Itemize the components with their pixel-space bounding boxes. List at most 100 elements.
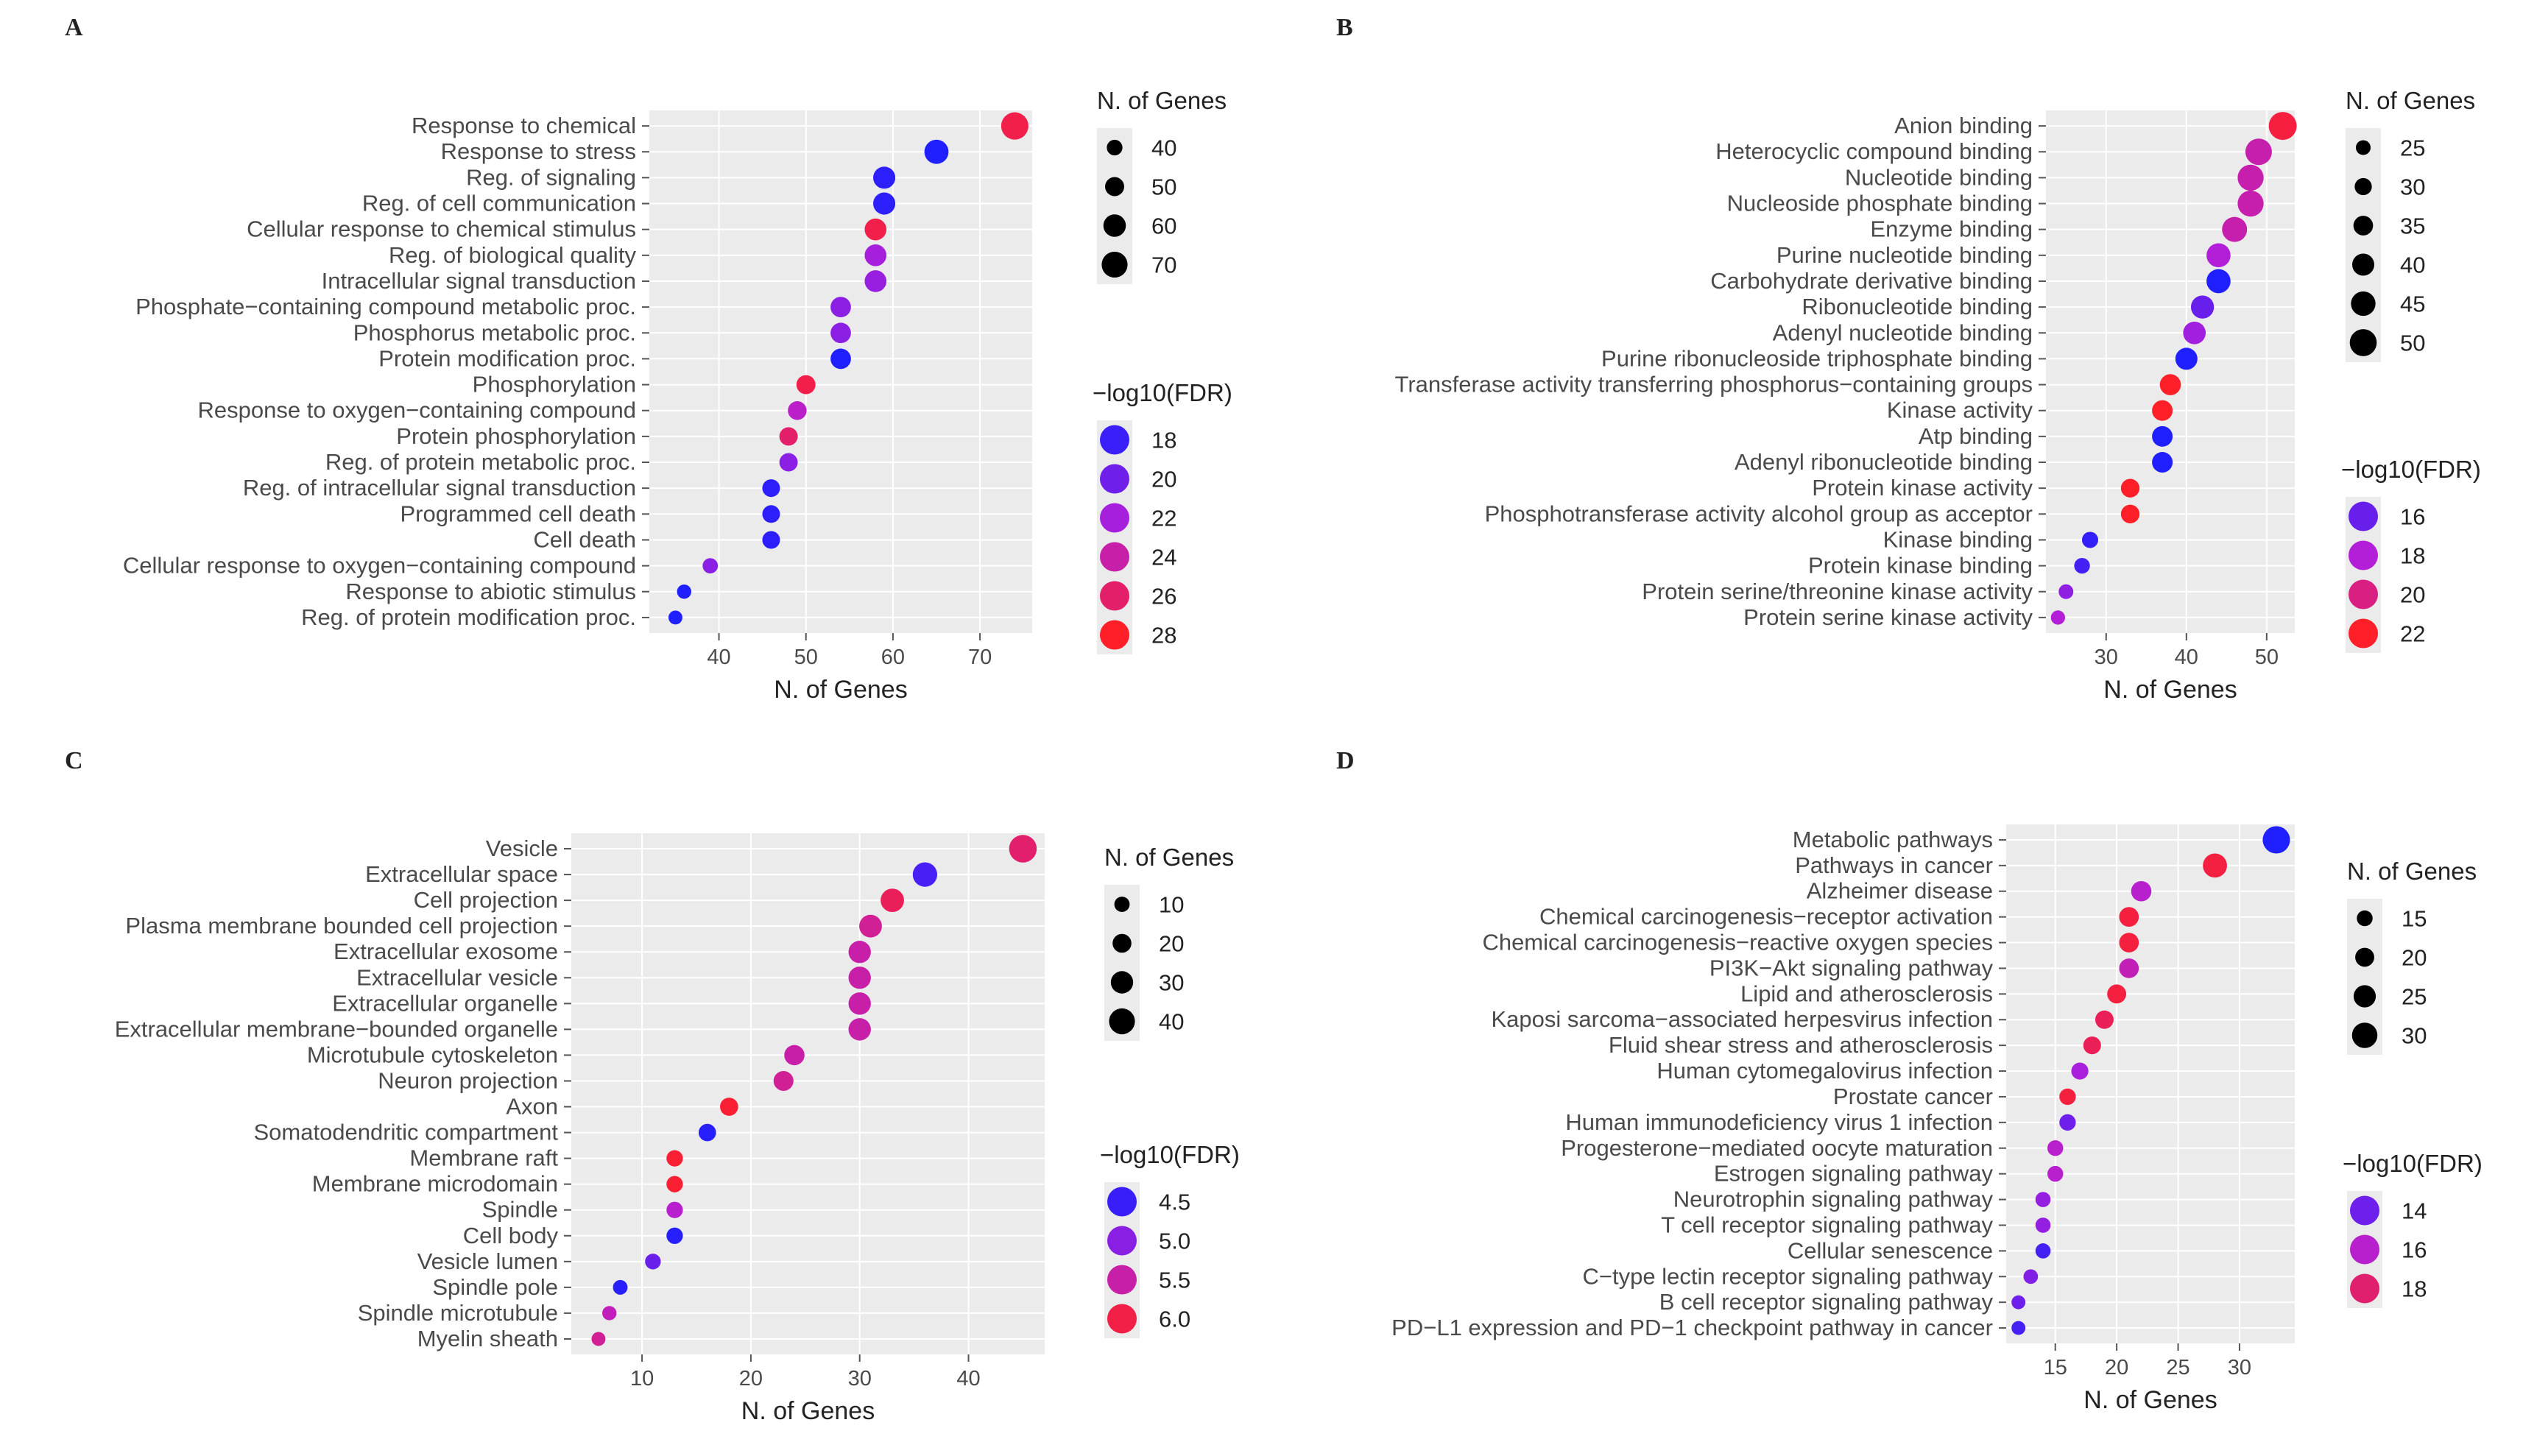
color-legend-label: 20 xyxy=(1151,467,1176,492)
color-legend-label: 22 xyxy=(1151,506,1176,531)
color-legend-key xyxy=(1100,542,1129,572)
size-legend-title: N. of Genes xyxy=(1104,844,1234,871)
x-tick-label: 70 xyxy=(968,646,992,669)
color-legend-key xyxy=(2349,618,2378,649)
category-label: Cellular response to chemical stimulus xyxy=(247,216,636,242)
data-point xyxy=(2237,190,2264,217)
plot-background xyxy=(2046,110,2295,633)
color-legend-title: −log10(FDR) xyxy=(2343,1150,2483,1177)
data-point xyxy=(1009,835,1037,863)
category-label: Nucleoside phosphate binding xyxy=(1727,191,2033,216)
x-tick-label: 15 xyxy=(2044,1356,2067,1379)
size-legend-key xyxy=(2353,216,2374,236)
size-legend-key xyxy=(2352,253,2374,276)
size-legend-title: N. of Genes xyxy=(1097,87,1227,114)
data-point xyxy=(2222,216,2248,242)
category-label: Metabolic pathways xyxy=(1793,827,1993,852)
x-tick-label: 10 xyxy=(630,1367,654,1390)
color-legend-label: 4.5 xyxy=(1159,1190,1190,1215)
x-axis-title: N. of Genes xyxy=(774,676,907,704)
color-legend-label: 24 xyxy=(1151,545,1176,570)
data-point xyxy=(591,1332,606,1346)
data-point xyxy=(2058,584,2074,599)
category-label: Extracellular organelle xyxy=(332,990,558,1016)
size-legend-key xyxy=(2357,910,2373,927)
data-point xyxy=(2059,1114,2076,1131)
color-legend-label: 5.5 xyxy=(1159,1268,1190,1293)
category-label: Pathways in cancer xyxy=(1795,852,1993,878)
x-tick-label: 50 xyxy=(2255,646,2279,669)
data-point xyxy=(2050,610,2066,625)
category-label: Response to oxygen−containing compound xyxy=(198,397,636,423)
data-point xyxy=(2023,1269,2039,1284)
data-point xyxy=(2107,984,2127,1004)
category-label: Protein modification proc. xyxy=(378,345,636,371)
category-label: Alzheimer disease xyxy=(1807,878,1993,904)
category-label: Intracellular signal transduction xyxy=(322,268,636,294)
color-legend-key xyxy=(1107,1226,1137,1256)
size-legend-key xyxy=(2351,1022,2378,1048)
data-point xyxy=(613,1279,628,1295)
data-point xyxy=(666,1176,683,1192)
color-legend-label: 26 xyxy=(1151,584,1176,609)
size-legend-key xyxy=(1107,139,1123,156)
data-point xyxy=(762,531,780,549)
size-legend-label: 60 xyxy=(1151,213,1176,239)
data-point xyxy=(2035,1192,2051,1207)
category-label: Phosphotransferase activity alcohol grou… xyxy=(1485,501,2033,526)
color-legend-label: 16 xyxy=(2400,504,2425,530)
data-point xyxy=(2119,907,2139,927)
category-label: Reg. of protein modification proc. xyxy=(301,604,636,630)
data-point xyxy=(873,166,896,189)
category-label: T cell receptor signaling pathway xyxy=(1661,1212,1993,1237)
color-legend-title: −log10(FDR) xyxy=(2341,456,2481,483)
category-label: Spindle xyxy=(482,1197,558,1223)
category-label: Kaposi sarcoma−associated herpesvirus in… xyxy=(1491,1006,1993,1032)
data-point xyxy=(2074,557,2090,574)
x-tick-label: 30 xyxy=(2228,1356,2251,1379)
category-label: Neurotrophin signaling pathway xyxy=(1673,1187,1994,1212)
size-legend-key xyxy=(2351,291,2376,317)
category-label: Ribonucleotide binding xyxy=(1802,294,2033,319)
category-label: Spindle microtubule xyxy=(358,1300,558,1326)
data-point xyxy=(2175,347,2198,370)
size-legend-key xyxy=(1112,933,1132,953)
data-point xyxy=(830,297,851,318)
size-legend-label: 20 xyxy=(2402,945,2427,971)
color-legend-key xyxy=(2350,1273,2379,1304)
data-point xyxy=(864,244,887,266)
color-legend-key xyxy=(1100,464,1129,494)
category-label: Nucleotide binding xyxy=(1845,164,2033,190)
size-legend-label: 40 xyxy=(2400,252,2425,278)
color-legend-key xyxy=(1107,1304,1137,1334)
category-label: Transferase activity transferring phosph… xyxy=(1395,372,2033,397)
x-axis-title: N. of Genes xyxy=(2083,1386,2217,1414)
color-legend-key-bg xyxy=(1097,420,1132,654)
color-legend-label: 28 xyxy=(1151,623,1176,649)
category-label: Myelin sheath xyxy=(417,1326,558,1351)
size-legend-label: 10 xyxy=(1159,892,1184,918)
size-legend-key xyxy=(1110,971,1134,994)
color-legend-key xyxy=(2350,1195,2379,1226)
data-point xyxy=(864,270,887,292)
category-label: Programmed cell death xyxy=(400,501,637,526)
data-point xyxy=(2095,1010,2114,1029)
data-point xyxy=(666,1227,683,1244)
category-label: Membrane microdomain xyxy=(312,1171,558,1197)
category-label: Chemical carcinogenesis−reactive oxygen … xyxy=(1482,930,1993,955)
x-tick-label: 50 xyxy=(794,646,818,669)
size-legend-label: 15 xyxy=(2402,906,2427,932)
data-point xyxy=(2183,321,2206,344)
category-label: Extracellular vesicle xyxy=(356,964,558,990)
size-legend-key xyxy=(2356,140,2371,155)
size-legend-label: 40 xyxy=(1159,1009,1184,1035)
size-legend-key xyxy=(1105,177,1124,197)
size-legend-label: 30 xyxy=(1159,970,1184,996)
category-label: Lipid and atherosclerosis xyxy=(1740,980,1993,1006)
data-point xyxy=(2059,1088,2076,1106)
color-legend-key xyxy=(1100,425,1129,455)
data-point xyxy=(873,192,896,215)
